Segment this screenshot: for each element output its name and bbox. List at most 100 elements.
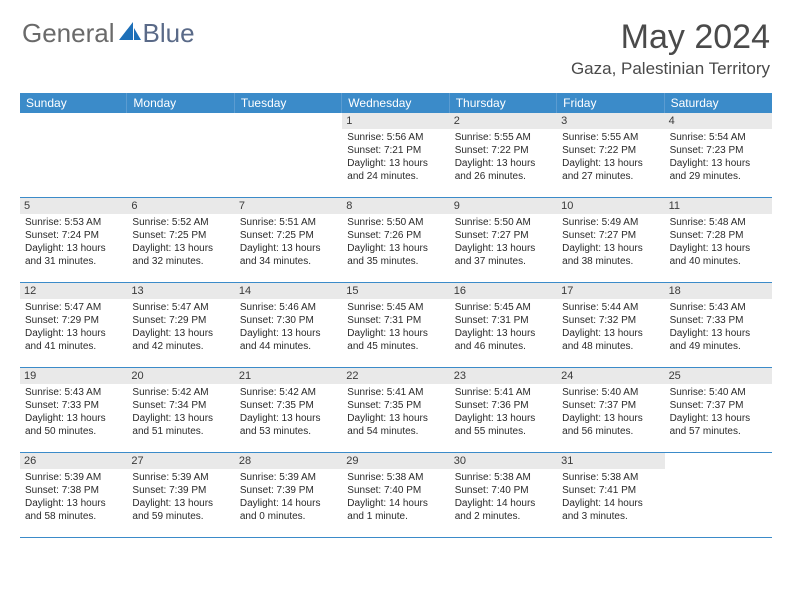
day-cell: 28 Sunrise: 5:39 AMSunset: 7:39 PMDayligh… <box>235 453 342 537</box>
day-number: 1 <box>342 113 449 129</box>
day-details: Sunrise: 5:43 AMSunset: 7:33 PMDaylight:… <box>670 301 767 353</box>
day-details: Sunrise: 5:41 AMSunset: 7:35 PMDaylight:… <box>347 386 444 438</box>
day-number: 13 <box>127 283 234 299</box>
day-details: Sunrise: 5:40 AMSunset: 7:37 PMDaylight:… <box>670 386 767 438</box>
day-number: 26 <box>20 453 127 469</box>
day-details: Sunrise: 5:47 AMSunset: 7:29 PMDaylight:… <box>25 301 122 353</box>
weekday-header: Tuesday <box>235 93 342 113</box>
day-number: 2 <box>450 113 557 129</box>
day-number: 16 <box>450 283 557 299</box>
day-number: 17 <box>557 283 664 299</box>
day-cell: 5Sunrise: 5:53 AMSunset: 7:24 PMDaylight… <box>20 198 127 282</box>
day-cell: 13 Sunrise: 5:47 AMSunset: 7:29 PMDayligh… <box>127 283 234 367</box>
weekday-header: Friday <box>557 93 664 113</box>
day-cell: 11 Sunrise: 5:48 AMSunset: 7:28 PMDayligh… <box>665 198 772 282</box>
title-block: May 2024 Gaza, Palestinian Territory <box>571 18 770 79</box>
day-cell: 2 Sunrise: 5:55 AMSunset: 7:22 PMDaylight… <box>450 113 557 197</box>
day-cell <box>235 113 342 197</box>
day-details: Sunrise: 5:45 AMSunset: 7:31 PMDaylight:… <box>455 301 552 353</box>
day-number: 4 <box>665 113 772 129</box>
day-details: Sunrise: 5:45 AMSunset: 7:31 PMDaylight:… <box>347 301 444 353</box>
page-title: May 2024 <box>571 18 770 57</box>
week-row: 12 Sunrise: 5:47 AMSunset: 7:29 PMDayligh… <box>20 283 772 368</box>
day-details: Sunrise: 5:52 AMSunset: 7:25 PMDaylight:… <box>132 216 229 268</box>
day-number: 9 <box>450 198 557 214</box>
day-number: 18 <box>665 283 772 299</box>
day-cell: 26 Sunrise: 5:39 AMSunset: 7:38 PMDayligh… <box>20 453 127 537</box>
day-details: Sunrise: 5:53 AMSunset: 7:24 PMDaylight:… <box>25 216 122 268</box>
logo-text-blue: Blue <box>143 18 195 49</box>
day-number: 30 <box>450 453 557 469</box>
day-number: 12 <box>20 283 127 299</box>
day-details: Sunrise: 5:38 AMSunset: 7:41 PMDaylight:… <box>562 471 659 523</box>
day-number: 14 <box>235 283 342 299</box>
day-details: Sunrise: 5:42 AMSunset: 7:34 PMDaylight:… <box>132 386 229 438</box>
day-number: 10 <box>557 198 664 214</box>
day-details: Sunrise: 5:41 AMSunset: 7:36 PMDaylight:… <box>455 386 552 438</box>
day-details: Sunrise: 5:39 AMSunset: 7:38 PMDaylight:… <box>25 471 122 523</box>
day-number: 24 <box>557 368 664 384</box>
day-details: Sunrise: 5:47 AMSunset: 7:29 PMDaylight:… <box>132 301 229 353</box>
day-details: Sunrise: 5:50 AMSunset: 7:26 PMDaylight:… <box>347 216 444 268</box>
calendar-body: 1 Sunrise: 5:56 AMSunset: 7:21 PMDaylight… <box>20 113 772 538</box>
day-details: Sunrise: 5:44 AMSunset: 7:32 PMDaylight:… <box>562 301 659 353</box>
day-number: 11 <box>665 198 772 214</box>
day-number: 21 <box>235 368 342 384</box>
logo-sail-icon <box>119 18 141 49</box>
week-row: 5Sunrise: 5:53 AMSunset: 7:24 PMDaylight… <box>20 198 772 283</box>
weekday-header-row: SundayMondayTuesdayWednesdayThursdayFrid… <box>20 93 772 113</box>
day-cell: 24 Sunrise: 5:40 AMSunset: 7:37 PMDayligh… <box>557 368 664 452</box>
day-details: Sunrise: 5:39 AMSunset: 7:39 PMDaylight:… <box>240 471 337 523</box>
day-cell: 3 Sunrise: 5:55 AMSunset: 7:22 PMDaylight… <box>557 113 664 197</box>
weekday-header: Thursday <box>450 93 557 113</box>
day-number: 15 <box>342 283 449 299</box>
day-number: 27 <box>127 453 234 469</box>
day-number: 8 <box>342 198 449 214</box>
day-details: Sunrise: 5:49 AMSunset: 7:27 PMDaylight:… <box>562 216 659 268</box>
day-number: 19 <box>20 368 127 384</box>
weekday-header: Monday <box>127 93 234 113</box>
day-cell: 8 Sunrise: 5:50 AMSunset: 7:26 PMDaylight… <box>342 198 449 282</box>
day-number: 22 <box>342 368 449 384</box>
day-details: Sunrise: 5:46 AMSunset: 7:30 PMDaylight:… <box>240 301 337 353</box>
location-text: Gaza, Palestinian Territory <box>571 59 770 79</box>
weekday-header: Wednesday <box>342 93 449 113</box>
day-cell: 6Sunrise: 5:52 AMSunset: 7:25 PMDaylight… <box>127 198 234 282</box>
day-details: Sunrise: 5:40 AMSunset: 7:37 PMDaylight:… <box>562 386 659 438</box>
day-details: Sunrise: 5:38 AMSunset: 7:40 PMDaylight:… <box>455 471 552 523</box>
day-cell: 9 Sunrise: 5:50 AMSunset: 7:27 PMDaylight… <box>450 198 557 282</box>
day-details: Sunrise: 5:38 AMSunset: 7:40 PMDaylight:… <box>347 471 444 523</box>
day-cell: 14 Sunrise: 5:46 AMSunset: 7:30 PMDayligh… <box>235 283 342 367</box>
day-details: Sunrise: 5:54 AMSunset: 7:23 PMDaylight:… <box>670 131 767 183</box>
day-cell <box>665 453 772 537</box>
day-cell: 17 Sunrise: 5:44 AMSunset: 7:32 PMDayligh… <box>557 283 664 367</box>
logo-text-general: General <box>22 18 115 49</box>
day-cell: 23 Sunrise: 5:41 AMSunset: 7:36 PMDayligh… <box>450 368 557 452</box>
calendar: SundayMondayTuesdayWednesdayThursdayFrid… <box>20 93 772 538</box>
day-number: 31 <box>557 453 664 469</box>
day-cell: 25 Sunrise: 5:40 AMSunset: 7:37 PMDayligh… <box>665 368 772 452</box>
day-details: Sunrise: 5:43 AMSunset: 7:33 PMDaylight:… <box>25 386 122 438</box>
day-details: Sunrise: 5:55 AMSunset: 7:22 PMDaylight:… <box>562 131 659 183</box>
day-details: Sunrise: 5:50 AMSunset: 7:27 PMDaylight:… <box>455 216 552 268</box>
day-cell: 10 Sunrise: 5:49 AMSunset: 7:27 PMDayligh… <box>557 198 664 282</box>
week-row: 26 Sunrise: 5:39 AMSunset: 7:38 PMDayligh… <box>20 453 772 538</box>
day-number: 28 <box>235 453 342 469</box>
day-number: 20 <box>127 368 234 384</box>
weekday-header: Saturday <box>665 93 772 113</box>
day-number: 25 <box>665 368 772 384</box>
day-cell: 15 Sunrise: 5:45 AMSunset: 7:31 PMDayligh… <box>342 283 449 367</box>
day-details: Sunrise: 5:48 AMSunset: 7:28 PMDaylight:… <box>670 216 767 268</box>
logo: General Blue <box>22 18 195 49</box>
day-number: 3 <box>557 113 664 129</box>
day-cell: 7Sunrise: 5:51 AMSunset: 7:25 PMDaylight… <box>235 198 342 282</box>
day-cell: 21 Sunrise: 5:42 AMSunset: 7:35 PMDayligh… <box>235 368 342 452</box>
day-details: Sunrise: 5:42 AMSunset: 7:35 PMDaylight:… <box>240 386 337 438</box>
week-row: 19 Sunrise: 5:43 AMSunset: 7:33 PMDayligh… <box>20 368 772 453</box>
day-cell <box>127 113 234 197</box>
day-cell: 19 Sunrise: 5:43 AMSunset: 7:33 PMDayligh… <box>20 368 127 452</box>
day-details: Sunrise: 5:55 AMSunset: 7:22 PMDaylight:… <box>455 131 552 183</box>
day-details: Sunrise: 5:56 AMSunset: 7:21 PMDaylight:… <box>347 131 444 183</box>
day-number: 23 <box>450 368 557 384</box>
week-row: 1 Sunrise: 5:56 AMSunset: 7:21 PMDaylight… <box>20 113 772 198</box>
